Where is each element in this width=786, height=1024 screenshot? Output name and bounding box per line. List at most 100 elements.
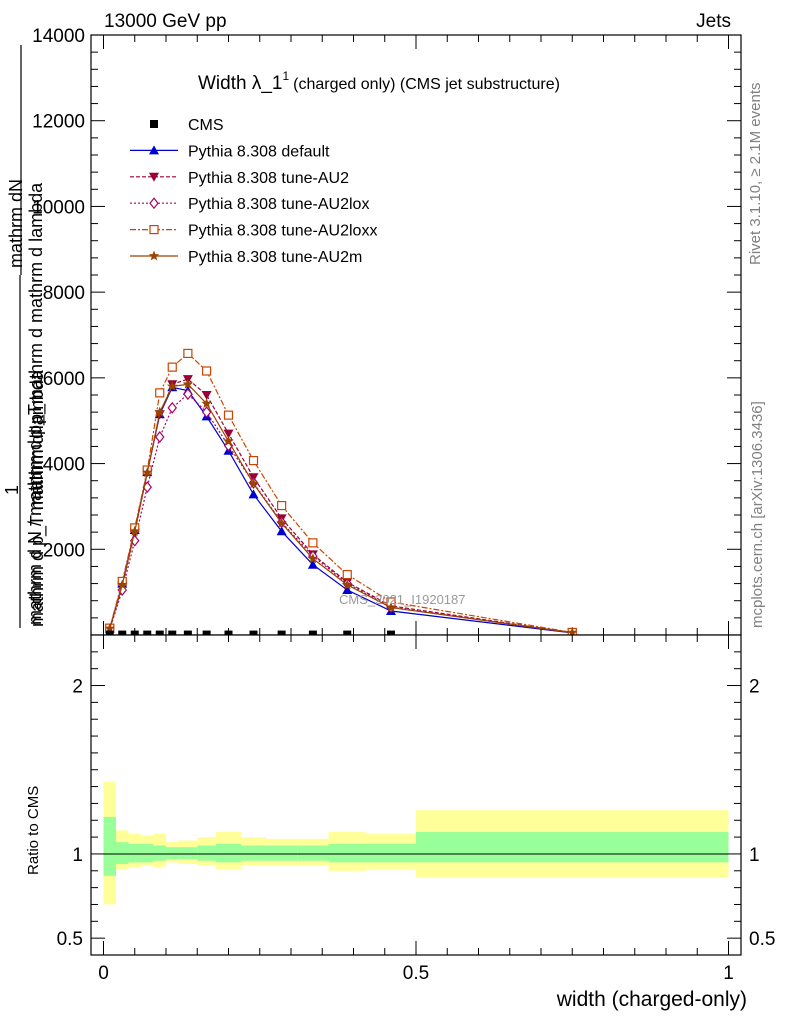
point-au2m	[385, 602, 397, 612]
x-axis-label: width (charged-only)	[556, 988, 747, 1011]
ylabel-line-3: mathrm d p_T mathrm d lambda	[27, 369, 48, 627]
ratio-band-stat	[178, 847, 198, 859]
point-au2m	[117, 579, 128, 590]
point-au2m	[129, 525, 140, 536]
legend-item-au2loxx: Pythia 8.308 tune-AU2loxx	[130, 223, 377, 240]
point-au2lox	[201, 406, 212, 419]
point-au2m	[201, 398, 212, 408]
ratio-ytick-label: 0.5	[57, 929, 83, 950]
legend-label: Pythia 8.308 tune-AU2m	[188, 249, 362, 266]
ratio-ytick-label-right: 1	[749, 845, 760, 866]
legend-label: Pythia 8.308 default	[188, 143, 330, 160]
ratio-band-stat	[297, 845, 329, 861]
ylabel-line-2: mathrm d p_mathrm d mathrm d lambda	[26, 182, 47, 505]
point-au2m	[342, 579, 353, 590]
ratio-ytick-label-right: 0.5	[749, 929, 775, 950]
point-au2loxx	[248, 455, 259, 466]
point-au2m	[104, 623, 115, 633]
title-main: Width λ_1	[198, 73, 282, 94]
ylabel-one: 1	[2, 485, 22, 495]
title-suffix: (charged only) (CMS jet substructure)	[293, 76, 560, 93]
ratio-xtick-label: 0.5	[403, 963, 429, 984]
ylabel-line-1: mathrm dN	[6, 179, 26, 268]
legend-marker-default	[149, 145, 159, 155]
point-au2lox	[154, 431, 165, 443]
point-default	[248, 489, 259, 499]
ratio-ytick-label: 1	[72, 845, 83, 866]
ratio-ylabel: Ratio to CMS	[25, 786, 42, 875]
point-au2loxx	[308, 538, 318, 548]
ratio-band-stat	[166, 847, 179, 859]
legend-marker-au2loxx	[149, 225, 159, 235]
legend-item-au2lox: Pythia 8.308 tune-AU2lox	[130, 196, 369, 213]
main-ytick-label: 6000	[43, 369, 85, 390]
ratio-band-stat	[116, 842, 129, 865]
main-ylabel: mathrm dN mathrm d p_mathrm d mathrm d l…	[2, 45, 48, 628]
point-au2m	[307, 553, 319, 564]
point-au2loxx	[167, 362, 177, 372]
legend-label: CMS	[188, 117, 224, 134]
legend-label: Pythia 8.308 tune-AU2lox	[188, 196, 369, 213]
main-ytick-label: 8000	[43, 283, 85, 304]
mcplots-label: mcplots.cern.ch [arXiv:1306.3436]	[749, 401, 766, 628]
point-au2m	[154, 406, 165, 417]
ratio-band-stat	[216, 843, 241, 863]
point-au2loxx	[183, 348, 193, 359]
ratio-band-stat	[153, 845, 166, 861]
point-au2loxx	[202, 366, 212, 376]
main-ytick-label: 4000	[43, 455, 85, 476]
point-au2m	[223, 435, 234, 446]
ratio-band-stat	[416, 832, 729, 863]
legend-label: Pythia 8.308 tune-AU2loxx	[188, 223, 377, 240]
point-au2loxx	[155, 388, 165, 398]
header-right: Jets	[696, 11, 731, 32]
legend-marker-au2lox	[149, 197, 159, 210]
ratio-band-stat	[103, 816, 116, 876]
ratio-ytick-label: 2	[72, 677, 83, 698]
point-au2m	[567, 627, 578, 638]
ratio-xtick-label: 0	[98, 963, 109, 984]
point-au2m	[142, 467, 153, 477]
point-default	[276, 526, 287, 536]
ratio-xtick-label: 1	[723, 963, 734, 984]
series-line-au2loxx	[109, 352, 573, 633]
analysis-watermark: CMS_2021_I1920187	[339, 592, 466, 607]
main-ytick-label: 2000	[43, 540, 85, 561]
legend: CMS Pythia 8.308 default Pythia 8.308 tune…	[130, 117, 377, 266]
ratio-band-stat	[366, 843, 416, 863]
point-au2m	[276, 517, 287, 528]
ylabel-line-4: mathrm d N / mathrm d p_T	[25, 404, 46, 625]
ratio-band-stat	[197, 845, 216, 861]
legend-marker-au2	[149, 172, 159, 182]
point-au2lox	[183, 388, 193, 401]
ratio-panel	[90, 634, 742, 956]
legend-marker-au2m	[148, 250, 160, 261]
main-ytick-label: 14000	[32, 26, 85, 47]
point-au2loxx	[223, 410, 234, 420]
legend-item-default: Pythia 8.308 default	[130, 143, 330, 160]
main-ytick-label: 10000	[32, 197, 85, 218]
chart-title: Width λ_11 (charged only) (CMS jet substr…	[198, 69, 560, 94]
legend-label: Pythia 8.308 tune-AU2	[188, 170, 349, 187]
point-au2lox	[167, 401, 178, 414]
ratio-axis-ticks: 0.5 0.5 1 1 2 2 0 0.5 1	[57, 635, 775, 984]
ratio-band-stat	[141, 843, 154, 863]
ratio-band-stat	[241, 845, 266, 861]
point-au2	[201, 391, 212, 400]
title-sup: 1	[282, 69, 289, 83]
legend-item-cms: CMS	[150, 117, 224, 134]
legend-marker-cms	[150, 120, 158, 128]
ratio-band-stat	[266, 845, 298, 861]
point-default	[307, 559, 318, 569]
header-left: 13000 GeV pp	[104, 11, 227, 32]
legend-item-au2m: Pythia 8.308 tune-AU2m	[130, 249, 362, 266]
point-au2m	[248, 478, 259, 489]
legend-item-au2: Pythia 8.308 tune-AU2	[130, 170, 349, 187]
ratio-band-stat	[128, 843, 141, 863]
main-ytick-label: 12000	[32, 112, 85, 133]
ratio-ytick-label-right: 2	[749, 677, 760, 698]
point-au2	[223, 429, 234, 439]
point-au2m	[182, 378, 194, 389]
ratio-bg-fill	[91, 635, 741, 955]
